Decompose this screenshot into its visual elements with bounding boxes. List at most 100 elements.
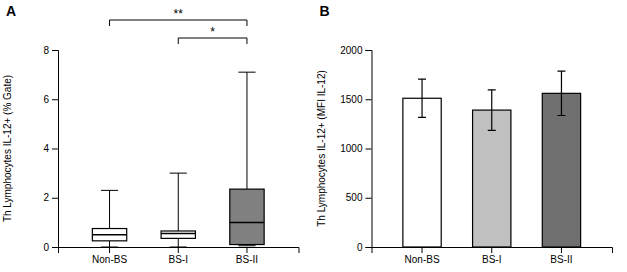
median — [161, 233, 195, 235]
tick-mark — [52, 247, 58, 248]
tick-mark — [366, 247, 372, 248]
axis-line — [52, 51, 59, 248]
tick: 8 — [43, 45, 58, 56]
tick-mark — [52, 50, 58, 51]
whisker — [178, 173, 179, 231]
marks — [92, 72, 264, 247]
tick-label: 1500 — [340, 94, 363, 105]
whisker-cap — [170, 247, 187, 248]
bracket-label: ** — [174, 7, 184, 21]
tick: Non-BS — [405, 247, 440, 265]
axis-line — [366, 51, 373, 248]
tick-label: 8 — [43, 45, 49, 56]
tick: BS-I — [169, 247, 188, 265]
tick-label: 0 — [357, 242, 363, 253]
error-bar — [561, 71, 562, 115]
tick-label: 4 — [43, 143, 49, 154]
tick: 1500 — [340, 94, 371, 105]
tick-mark — [52, 149, 58, 150]
marks — [403, 71, 581, 247]
tick-mark — [366, 99, 372, 100]
error-cap — [488, 89, 496, 90]
tick: Non-BS — [92, 247, 127, 265]
tick: 0 — [43, 242, 58, 253]
whisker-cap — [170, 173, 187, 174]
box — [161, 231, 195, 238]
tick-label: 6 — [43, 94, 49, 105]
tick: 4 — [43, 143, 58, 154]
tick: 1000 — [340, 143, 371, 154]
panel-label: A — [6, 3, 16, 19]
y-axis: 0 500 1000 1500 2000 — [340, 45, 372, 253]
bracket-tick — [246, 20, 247, 26]
y-axis: 0 2 4 6 8 — [43, 45, 58, 253]
y-axis-label: Th Lymphocytes IL-12+ (% Gate) — [2, 75, 13, 222]
tick-label: 500 — [346, 192, 363, 203]
tick-label: BS-II — [550, 254, 572, 265]
tick-mark — [366, 198, 372, 199]
tick-mark — [178, 247, 179, 253]
error-cap — [557, 115, 565, 116]
whisker — [109, 241, 110, 247]
tick-label: Non-BS — [92, 254, 127, 265]
axis-line — [59, 248, 300, 254]
bracket-tick — [246, 38, 247, 44]
bar — [542, 93, 580, 247]
tick: 0 — [357, 242, 372, 253]
tick: 2 — [43, 192, 58, 203]
significance-bracket: * — [178, 25, 247, 44]
bar — [403, 98, 441, 247]
whisker — [246, 72, 247, 189]
box — [230, 189, 264, 244]
whisker — [178, 238, 179, 247]
tick-label: 2000 — [340, 45, 363, 56]
error-bar — [421, 79, 422, 117]
y-axis-label: Th Lymphocytes IL-12+ (MFI IL-12) — [316, 70, 327, 227]
significance-bracket: ** — [110, 7, 247, 26]
bracket-tick — [109, 20, 110, 26]
tick-mark — [366, 149, 372, 150]
tick-mark — [561, 247, 562, 253]
error-cap — [418, 78, 426, 79]
figure: 0 2 4 6 8 Non-BS BS-I BS-II Th Lymphocytes IL-12… — [0, 0, 627, 272]
tick-label: BS-II — [236, 254, 258, 265]
tick-mark — [52, 99, 58, 100]
tick-label: BS-I — [169, 254, 188, 265]
tick: 6 — [43, 94, 58, 105]
tick-label: BS-I — [482, 254, 501, 265]
bracket-label: * — [210, 25, 215, 39]
tick-mark — [52, 198, 58, 199]
tick: BS-II — [236, 247, 258, 265]
tick-label: 0 — [43, 242, 49, 253]
tick-label: Non-BS — [405, 254, 440, 265]
tick-mark — [422, 247, 423, 253]
axis-line — [372, 248, 613, 254]
tick-mark — [366, 50, 372, 51]
tick-label: 2 — [43, 192, 49, 203]
tick-mark — [109, 247, 110, 253]
bracket-tick — [178, 38, 179, 44]
panel: 0 2 4 6 8 Non-BS BS-I BS-II Th Lymphocytes IL-12… — [2, 3, 299, 265]
error-bar — [491, 90, 492, 130]
whisker-cap — [101, 247, 118, 248]
tick: 500 — [346, 192, 372, 203]
box — [92, 229, 126, 241]
x-axis: Non-BS BS-I BS-II — [372, 247, 613, 265]
tick-mark — [491, 247, 492, 253]
panel-label: B — [320, 3, 330, 19]
panel: 0 500 1000 1500 2000 Non-BS BS-I BS-II Th Lympho… — [316, 3, 613, 265]
tick: BS-II — [550, 247, 572, 265]
x-axis: Non-BS BS-I BS-II — [59, 247, 300, 265]
tick: 2000 — [340, 45, 371, 56]
error-cap — [557, 71, 565, 72]
whisker-cap — [238, 72, 255, 73]
bar — [473, 110, 511, 247]
whisker-cap — [101, 190, 118, 191]
median — [92, 234, 126, 236]
median — [230, 222, 264, 224]
tick-mark — [246, 247, 247, 253]
whisker — [109, 190, 110, 228]
tick: BS-I — [482, 247, 501, 265]
error-cap — [418, 117, 426, 118]
tick-label: 1000 — [340, 143, 363, 154]
